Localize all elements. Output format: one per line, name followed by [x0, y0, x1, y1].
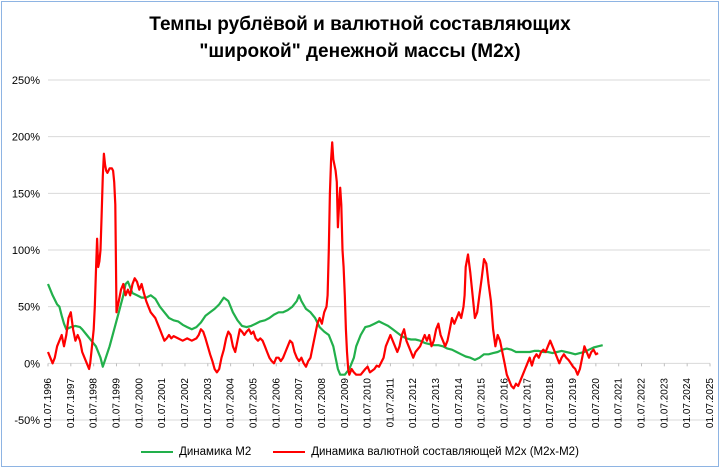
chart-title-line-2: "широкой" денежной массы (М2х)	[199, 41, 521, 62]
x-tick-label: 01.07.2013	[431, 378, 442, 428]
x-tick-label: 01.07.1996	[43, 378, 54, 428]
x-axis-tick-labels: 01.07.1996 01.07.1997 01.07.1998 01.07.1999…	[43, 378, 716, 428]
x-tick-label: 01.07.2011	[385, 378, 396, 428]
x-tick-label: 01.07.2021	[614, 378, 625, 428]
x-tick-label: 01.07.2003	[203, 378, 214, 428]
y-tick-label: 200%	[12, 132, 40, 144]
series-lines	[46, 141, 603, 390]
x-tick-label: 01.07.2010	[363, 378, 374, 428]
x-tick-label: 01.07.2000	[134, 378, 145, 428]
x-tick-label: 01.07.2016	[500, 378, 511, 428]
x-tick-label: 01.07.2004	[226, 378, 237, 428]
x-tick-label: 01.07.2018	[545, 378, 556, 428]
x-tick-label: 01.07.2020	[591, 378, 602, 428]
x-tick-label: 01.07.2007	[294, 378, 305, 428]
y-tick-label: 50%	[18, 302, 40, 314]
x-tick-label: 01.07.2025	[705, 378, 716, 428]
y-tick-label: 100%	[12, 245, 40, 257]
legend-swatch-m2	[141, 451, 174, 453]
x-tick-label: 01.07.2017	[522, 378, 533, 428]
x-tick-label: 01.07.1997	[66, 378, 77, 428]
legend-swatch-fx	[273, 451, 306, 453]
x-tick-label: 01.07.2009	[340, 378, 351, 428]
legend-label-m2: Динамика М2	[179, 446, 252, 458]
gridlines	[47, 79, 711, 421]
x-tick-label: 01.07.2006	[271, 378, 282, 428]
chart-plot-area: 250%200%150%100%50%0%-50% 01.07.1996 01.0…	[12, 75, 716, 428]
x-tick-label: 01.07.2023	[659, 378, 670, 428]
y-tick-label: 0%	[24, 358, 40, 370]
x-tick-label: 01.07.2008	[317, 378, 328, 428]
x-tick-label: 01.07.2015	[477, 378, 488, 428]
x-tick-label: 01.07.2012	[408, 378, 419, 428]
series-line-1	[46, 141, 599, 390]
legend: Динамика М2 Динамика валютной составляющ…	[2, 446, 718, 458]
y-tick-label: 150%	[12, 188, 40, 200]
x-tick-label: 01.07.1998	[89, 378, 100, 428]
x-tick-label: 01.07.2022	[637, 378, 648, 428]
legend-label-fx: Динамика валютной составляющей М2х (М2х-…	[311, 446, 579, 458]
x-tick-label: 01.07.2002	[180, 378, 191, 428]
x-tick-label: 01.07.2024	[682, 378, 693, 428]
legend-item-fx: Динамика валютной составляющей М2х (М2х-…	[273, 446, 579, 458]
chart-title-line-1: Темпы рублёвой и валютной составляющих	[149, 14, 571, 35]
chart-title: Темпы рублёвой и валютной составляющих "…	[2, 11, 718, 65]
y-axis-tick-labels: 250% 200% 150% 100% 50% 0% -50%	[12, 75, 40, 427]
legend-item-m2: Динамика М2	[141, 446, 251, 458]
x-tick-label: 01.07.2001	[157, 378, 168, 428]
x-tick-label: 01.07.2014	[454, 378, 465, 428]
y-tick-label: -50%	[14, 415, 40, 427]
x-tick-label: 01.07.2005	[248, 378, 259, 428]
y-tick-label: 250%	[12, 75, 40, 87]
x-tick-label: 01.07.1999	[111, 378, 122, 428]
x-tick-label: 01.07.2019	[568, 378, 579, 428]
